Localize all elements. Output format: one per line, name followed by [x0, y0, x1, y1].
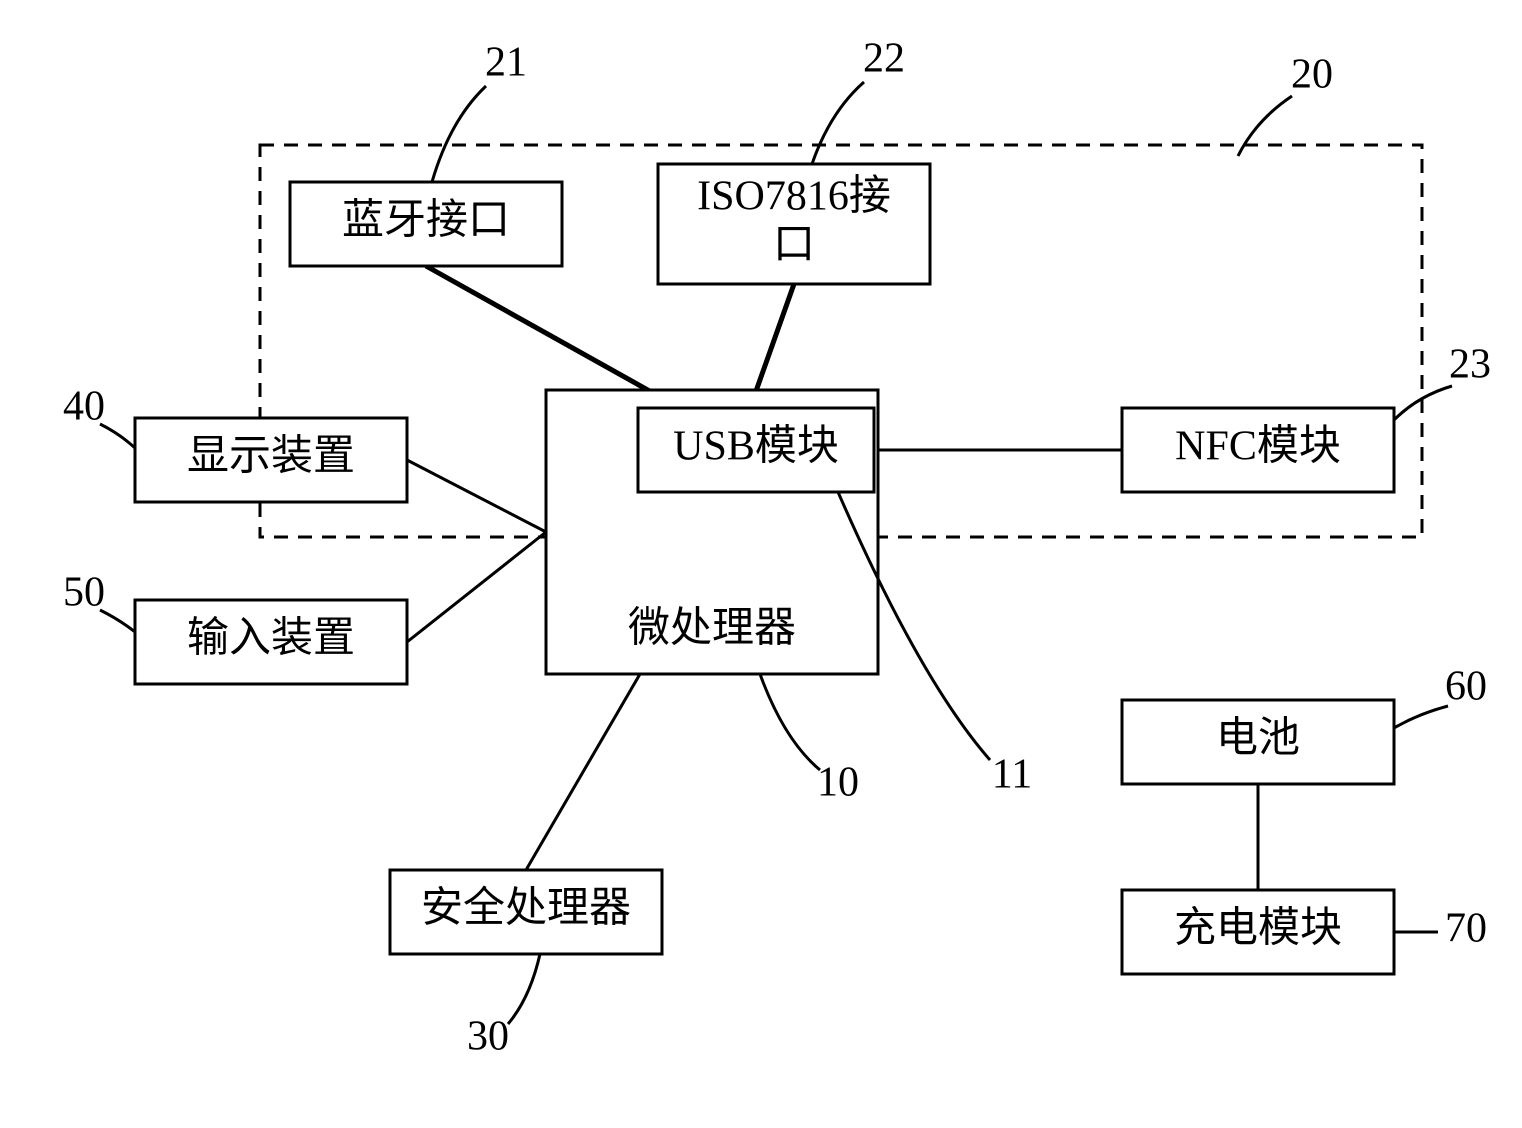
callout-number-20: 20 — [1291, 52, 1333, 98]
callout-number-21: 21 — [485, 40, 527, 86]
callout-leader-20 — [1238, 96, 1292, 156]
callout-number-30: 30 — [467, 1014, 509, 1060]
node-nfc: NFC模块 — [1122, 408, 1394, 492]
node-usb: USB模块 — [638, 408, 874, 492]
node-secure-label: 安全处理器 — [421, 885, 631, 932]
node-battery: 电池 — [1122, 700, 1394, 784]
edge-display-mcu — [407, 460, 546, 532]
node-bluetooth: 蓝牙接口 — [290, 182, 562, 266]
edge-input-mcu — [407, 532, 546, 642]
node-charger: 充电模块 — [1122, 890, 1394, 974]
callout-number-23: 23 — [1449, 342, 1491, 388]
callout-leader-50 — [100, 610, 135, 632]
callout-number-40: 40 — [63, 384, 105, 430]
node-input: 输入装置 — [135, 600, 407, 684]
node-iso7816-label-line-1: 口 — [773, 222, 815, 268]
node-input-label: 输入装置 — [187, 616, 355, 662]
node-battery-label: 电池 — [1216, 716, 1300, 762]
node-display-label: 显示装置 — [187, 434, 355, 480]
node-iso7816-label-line-0: ISO7816接 — [697, 173, 891, 219]
callout-number-10: 10 — [817, 760, 859, 806]
callout-number-22: 22 — [863, 36, 905, 82]
callout-number-70: 70 — [1445, 906, 1487, 952]
node-charger-label: 充电模块 — [1174, 906, 1342, 952]
callout-leader-10 — [760, 674, 820, 770]
callout-leader-22 — [812, 82, 864, 164]
callout-number-60: 60 — [1445, 664, 1487, 710]
node-usb-label: USB模块 — [673, 424, 839, 470]
callout-leader-60 — [1394, 706, 1448, 728]
callout-leader-21 — [432, 86, 486, 182]
node-bluetooth-label: 蓝牙接口 — [342, 198, 510, 244]
node-mcu-label: 微处理器 — [628, 606, 796, 652]
node-secure: 安全处理器 — [390, 870, 662, 954]
callout-leader-40 — [100, 424, 135, 448]
node-display: 显示装置 — [135, 418, 407, 502]
callout-number-50: 50 — [63, 570, 105, 616]
edge-mcu-secure — [526, 674, 640, 870]
node-iso7816: ISO7816接口 — [658, 164, 930, 284]
edge-bluetooth-mcu — [426, 266, 680, 408]
callout-number-11: 11 — [992, 752, 1032, 798]
callout-leader-30 — [508, 954, 540, 1024]
node-nfc-label: NFC模块 — [1175, 424, 1341, 470]
